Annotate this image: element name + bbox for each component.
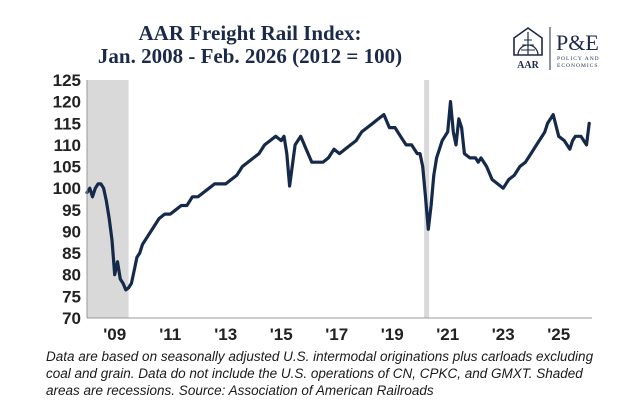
x-tick-label: '15 [270,325,293,344]
x-tick-label: '23 [492,325,515,344]
x-tick-label: '09 [103,325,126,344]
x-tick-label: '17 [325,325,348,344]
y-tick-label: 80 [62,266,81,285]
series-layer [85,99,591,292]
source-footnote: Data are based on seasonally adjusted U.… [46,349,594,398]
pe-logo-subtext-2: ECONOMICS [557,63,598,69]
y-axis-ticks: 70 75 80 85 90 95 100 105 110 115 120 125 [53,71,81,328]
x-tick-label: '21 [436,325,459,344]
pe-logo-subtext-1: POLICY AND [557,56,600,62]
x-axis-ticks: '09 '11 '13 '15 '17 '19 '21 '23 '25 [103,325,570,344]
line-chart: 70 75 80 85 90 95 100 105 110 115 120 125 '09 '11 '13… [53,71,592,344]
axes [86,80,592,319]
aar-pe-logo: AAR P&E POLICY AND ECONOMICS [513,27,600,71]
chart-title-line-2: Jan. 2008 - Feb. 2026 (2012 = 100) [97,44,403,68]
x-tick-label: '25 [547,325,570,344]
x-tick-label: '11 [159,325,181,344]
chart-title-line-1: AAR Freight Rail Index: [138,21,362,45]
y-tick-label: 110 [54,136,81,155]
y-tick-label: 125 [53,71,81,90]
y-tick-label: 120 [53,93,81,112]
y-tick-label: 100 [53,179,81,198]
y-tick-label: 95 [62,201,81,220]
chart-title: AAR Freight Rail Index: Jan. 2008 - Feb.… [60,22,440,68]
series-line-1 [85,99,591,292]
recession-bands [87,80,430,318]
x-tick-label: '19 [381,325,404,344]
pe-logo-text: P&E [556,30,599,55]
y-tick-label: 70 [62,309,81,328]
x-tick-label: '13 [214,325,237,344]
y-tick-label: 90 [62,222,81,241]
aar-emblem-icon [513,27,543,56]
y-tick-label: 105 [53,158,81,177]
y-tick-label: 75 [62,287,81,306]
aar-logo-text: AAR [517,60,539,71]
y-tick-label: 85 [62,244,81,263]
y-tick-label: 115 [54,114,81,133]
